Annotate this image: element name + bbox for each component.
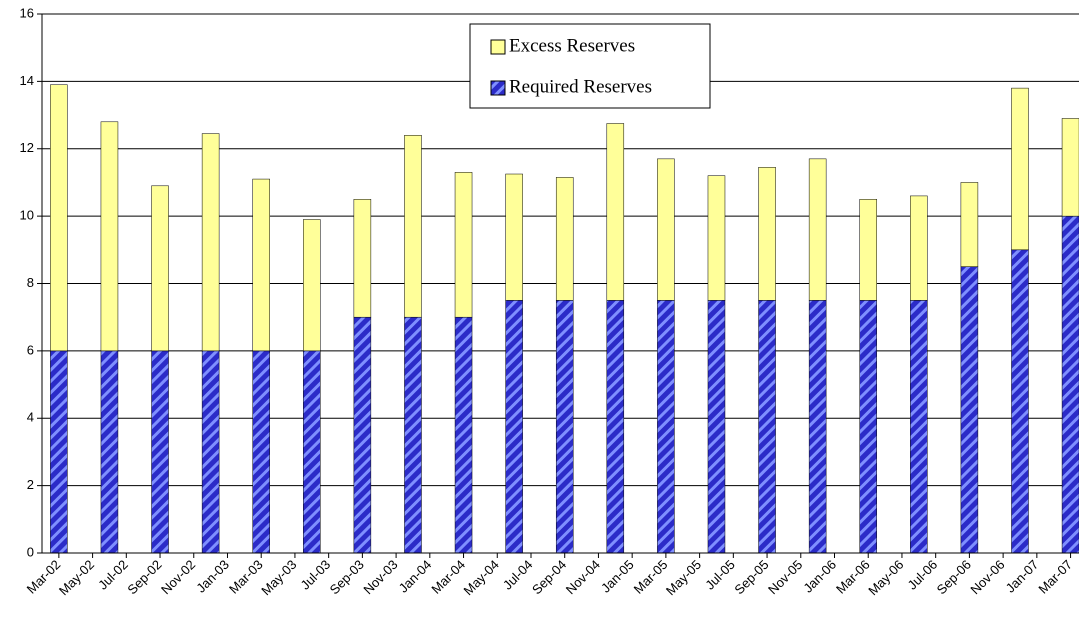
x-tick-label: Jan-06 [800, 557, 839, 596]
bar-segment [353, 199, 372, 318]
x-tick-label: May-04 [461, 557, 502, 598]
bar-segment [808, 300, 827, 554]
y-tick-label: 6 [27, 342, 34, 357]
bar-segment [859, 300, 877, 554]
bar-segment [555, 300, 574, 554]
x-tick-label: May-03 [258, 557, 299, 598]
bar-segment [201, 350, 220, 554]
y-tick-label: 8 [27, 275, 34, 290]
legend-box [469, 23, 711, 109]
bar-segment [1061, 118, 1079, 217]
x-tick-label: Jan-07 [1003, 557, 1042, 596]
bar-segment [707, 300, 726, 554]
y-tick-label: 4 [27, 410, 34, 425]
y-tick-label: 10 [20, 208, 34, 223]
x-tick-label: Nov-02 [158, 557, 198, 597]
bar-segment [404, 316, 422, 554]
x-tick-label: May-06 [865, 557, 906, 598]
legend-swatch [490, 39, 506, 55]
bar-segment [1011, 87, 1029, 251]
x-tick-label: Sep-05 [731, 557, 771, 597]
bar-segment [50, 350, 68, 554]
bar-segment [758, 300, 776, 554]
bar-segment [960, 182, 979, 267]
x-tick-label: Nov-06 [967, 557, 1007, 597]
y-tick-label: 12 [20, 140, 34, 155]
x-tick-label: Sep-04 [529, 557, 569, 597]
x-tick-label: Mar-04 [428, 557, 468, 597]
y-tick-label: 14 [20, 73, 34, 88]
legend-label: Required Reserves [509, 76, 652, 97]
bar-segment [50, 84, 68, 352]
x-tick-label: Sep-02 [124, 557, 164, 597]
x-tick-label: Sep-03 [327, 557, 367, 597]
bar-segment [606, 300, 625, 554]
bar-segment [707, 175, 726, 301]
x-tick-label: Jan-04 [396, 557, 435, 596]
bar-segment [454, 316, 473, 554]
x-tick-label: Sep-06 [934, 557, 974, 597]
bar-segment [151, 185, 169, 352]
bar-segment [657, 158, 675, 301]
x-tick-label: Mar-06 [833, 557, 873, 597]
bar-segment [657, 300, 675, 554]
x-tick-label: May-05 [663, 557, 704, 598]
bar-segment [252, 178, 270, 352]
bar-segment [758, 167, 776, 301]
y-tick-label: 0 [27, 544, 34, 559]
bar-segment [960, 266, 979, 554]
bar-segment [910, 300, 928, 554]
bar-segment [151, 350, 169, 554]
bar-segment [505, 173, 523, 301]
x-tick-label: Nov-03 [360, 557, 400, 597]
x-tick-label: Jan-03 [193, 557, 232, 596]
bar-segment [353, 316, 372, 554]
bar-segment [555, 177, 574, 301]
x-tick-label: Nov-05 [765, 557, 805, 597]
x-tick-label: Mar-02 [24, 557, 64, 597]
x-tick-label: Jan-05 [598, 557, 637, 596]
y-tick-label: 16 [20, 5, 34, 20]
x-tick-label: Mar-05 [631, 557, 671, 597]
bar-segment [808, 158, 827, 301]
bar-segment [454, 172, 473, 318]
bar-segment [606, 123, 625, 301]
bar-segment [100, 350, 119, 554]
bar-segment [100, 121, 119, 352]
bar-segment [404, 135, 422, 318]
x-tick-label: Mar-03 [226, 557, 266, 597]
legend: Excess Reserves Required Reserves [469, 23, 711, 109]
bar-segment [505, 300, 523, 554]
x-tick-label: Mar-07 [1035, 557, 1075, 597]
bar-segment [201, 133, 220, 352]
bar-segment [910, 195, 928, 301]
legend-label: Excess Reserves [509, 35, 635, 56]
bar-segment [1011, 249, 1029, 554]
bar-segment [303, 219, 321, 352]
y-tick-label: 2 [27, 477, 34, 492]
bar-segment [252, 350, 270, 554]
bar-segment [859, 199, 877, 301]
bar-segment [303, 350, 321, 554]
bar-segment [1061, 215, 1079, 554]
legend-swatch [490, 80, 506, 96]
x-tick-label: Nov-04 [563, 557, 603, 597]
x-tick-label: May-02 [56, 557, 97, 598]
